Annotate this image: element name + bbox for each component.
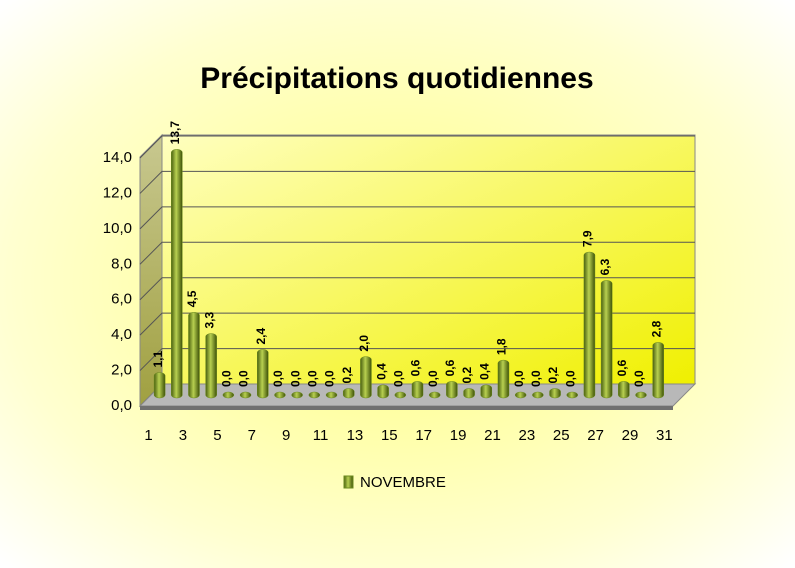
x-tick-label: 9: [282, 427, 290, 444]
value-label: 4,5: [185, 290, 199, 307]
bar: [325, 391, 338, 399]
x-tick-label: 1: [144, 427, 152, 444]
bar: [274, 391, 286, 399]
x-tick-label: 3: [179, 427, 187, 444]
x-tick-label: 19: [450, 427, 467, 444]
bar: [291, 391, 303, 399]
grid-line: [139, 277, 695, 301]
value-label: 0,0: [563, 370, 577, 387]
bar: [239, 391, 252, 399]
bar: [635, 391, 647, 399]
x-tick-label: 7: [248, 427, 256, 444]
value-label: 1,1: [151, 351, 165, 368]
value-label: 0,0: [306, 370, 320, 387]
value-label: 0,2: [546, 366, 560, 383]
bar: [428, 391, 441, 399]
value-label: 0,0: [288, 370, 302, 387]
bar: [411, 381, 424, 399]
bar: [549, 388, 561, 399]
x-tick-label: 17: [415, 427, 432, 444]
grid-line: [139, 241, 695, 265]
x-tick-label: 15: [381, 427, 398, 444]
value-label: 0,0: [529, 370, 543, 387]
value-label: 6,3: [598, 258, 612, 275]
bar: [652, 342, 664, 399]
value-label: 0,0: [512, 370, 526, 387]
bar: [188, 312, 200, 399]
value-label: 0,0: [426, 370, 440, 387]
legend-swatch: [343, 475, 354, 489]
x-tick-label: 25: [553, 427, 570, 444]
value-label: 0,4: [477, 363, 491, 380]
x-tick-label: 13: [347, 427, 364, 444]
legend-label: NOVEMBRE: [360, 474, 446, 491]
y-tick-label: 10,0: [103, 220, 132, 237]
bar: [308, 391, 321, 399]
value-label: 0,0: [271, 370, 285, 387]
bar: [257, 349, 269, 399]
bar: [532, 391, 544, 399]
value-label: 0,6: [615, 359, 629, 376]
floor-edge: [140, 406, 673, 410]
bar: [463, 388, 475, 399]
value-label: 0,0: [323, 370, 337, 387]
value-label: 0,4: [374, 363, 388, 380]
bar: [600, 280, 613, 399]
x-tick-label: 23: [519, 427, 536, 444]
grid-line: [139, 170, 695, 194]
y-tick-label: 4,0: [111, 326, 132, 343]
y-tick-label: 2,0: [111, 362, 132, 379]
bar: [377, 384, 389, 399]
value-label: 0,6: [443, 359, 457, 376]
bar: [480, 384, 493, 399]
value-label: 0,2: [340, 366, 354, 383]
bar: [153, 372, 166, 399]
bar: [446, 381, 458, 399]
y-tick-label: 8,0: [111, 255, 132, 272]
value-label: 3,3: [202, 312, 216, 329]
grid-line: [139, 312, 695, 336]
grid-line: [139, 206, 695, 230]
value-label: 2,0: [357, 335, 371, 352]
y-tick-label: 6,0: [111, 291, 132, 308]
x-tick-label: 21: [484, 427, 501, 444]
bar: [171, 149, 183, 399]
value-label: 2,8: [649, 320, 663, 337]
value-label: 1,8: [495, 338, 509, 355]
back-wall: [161, 134, 696, 385]
x-tick-label: 31: [656, 427, 673, 444]
x-tick-label: 11: [313, 427, 329, 444]
value-label: 0,0: [220, 370, 234, 387]
chart-title: Précipitations quotidiennes: [200, 62, 593, 95]
grid-line: [139, 348, 695, 371]
bar: [583, 251, 596, 399]
bar: [618, 381, 630, 399]
value-label: 0,0: [391, 370, 405, 387]
value-label: 13,7: [168, 121, 182, 145]
bar: [497, 359, 510, 399]
x-tick-label: 5: [213, 427, 221, 444]
value-label: 0,0: [632, 370, 646, 387]
y-tick-label: 14,0: [103, 149, 132, 166]
value-label: 7,9: [581, 230, 595, 247]
x-tick-label: 29: [622, 427, 639, 444]
x-tick-label: 27: [587, 427, 604, 444]
bar: [342, 388, 355, 399]
y-tick-label: 0,0: [111, 397, 132, 414]
value-label: 0,6: [409, 359, 423, 376]
bar: [222, 391, 235, 399]
bar: [566, 391, 578, 399]
value-label: 0,0: [237, 370, 251, 387]
bar: [514, 391, 527, 399]
grid-line: [139, 135, 695, 159]
value-label: 2,4: [254, 327, 268, 344]
bar: [360, 356, 372, 399]
bar: [394, 391, 407, 399]
y-tick-label: 12,0: [103, 184, 132, 201]
bar: [205, 333, 217, 399]
value-label: 0,2: [460, 366, 474, 383]
